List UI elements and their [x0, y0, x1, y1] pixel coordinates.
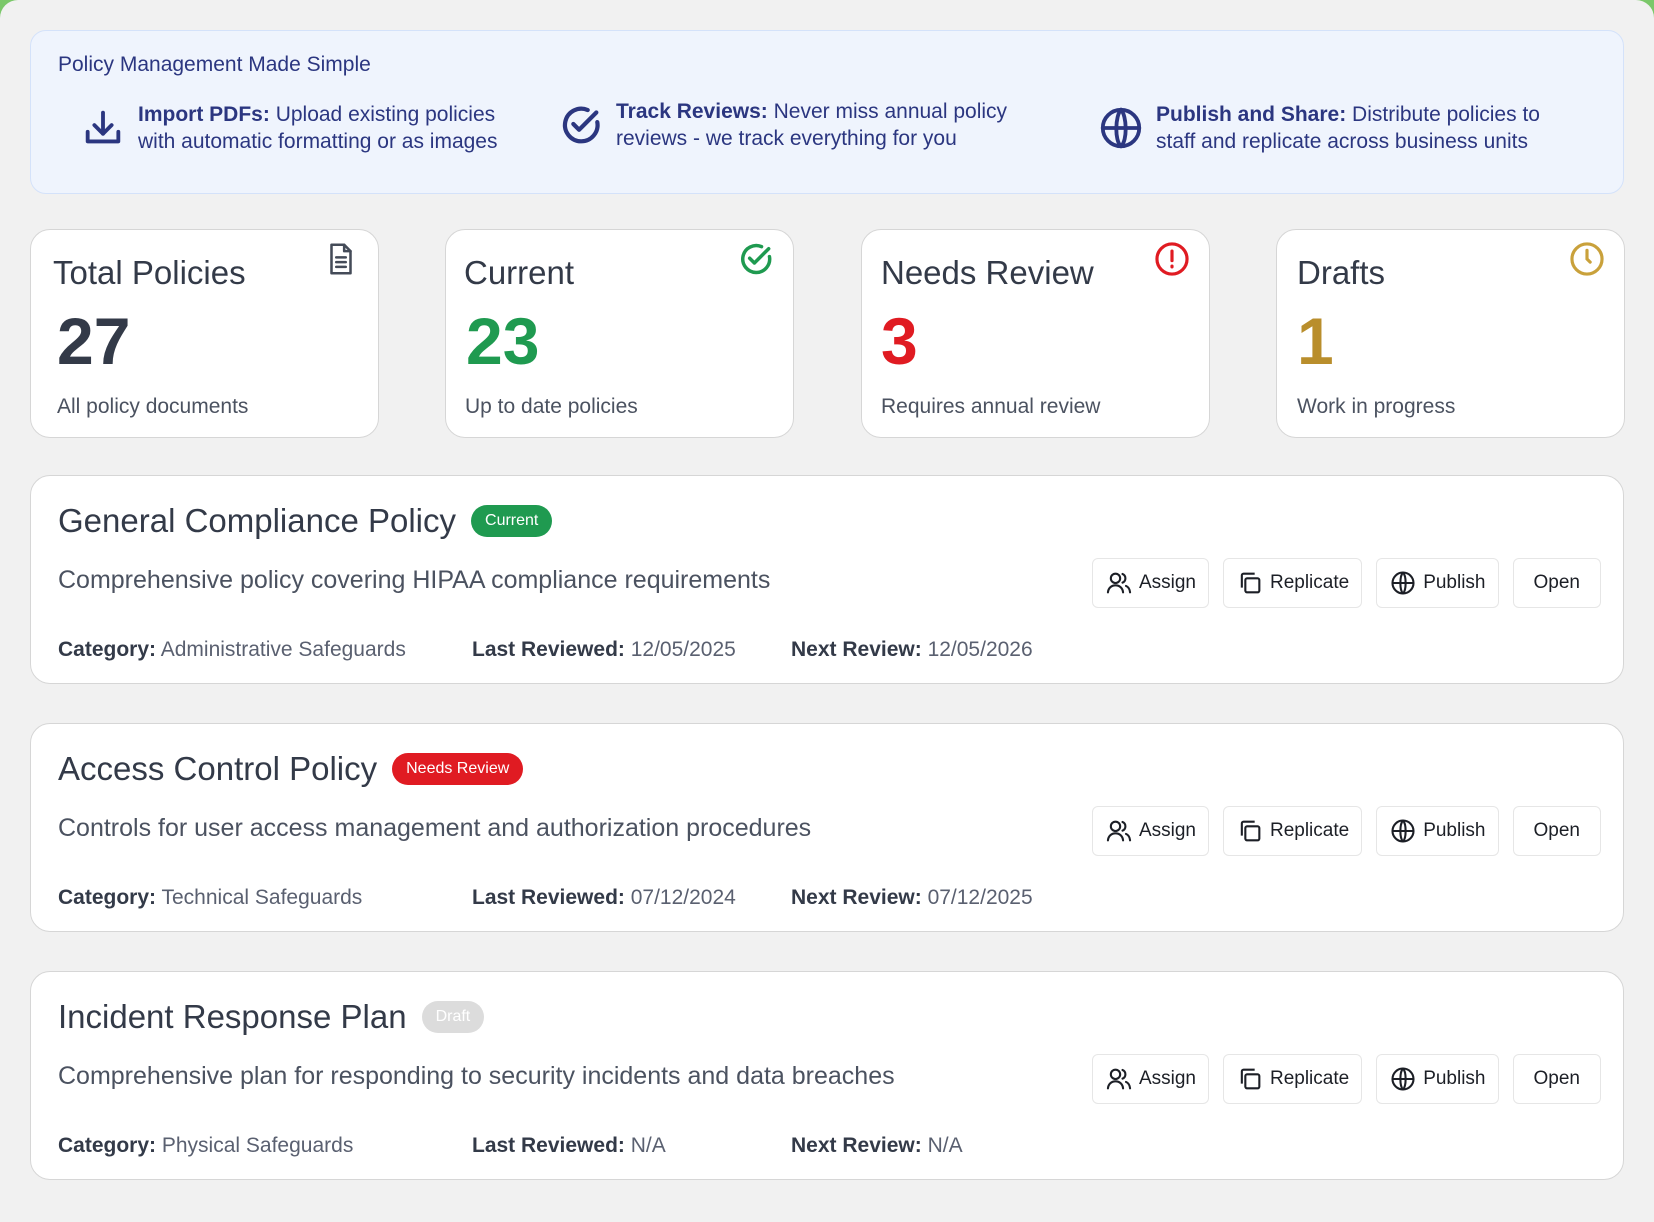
status-badge: Current: [471, 505, 553, 537]
replicate-button[interactable]: Replicate: [1222, 806, 1363, 856]
policy-card-general-compliance: General Compliance Policy Current Compre…: [30, 475, 1624, 684]
publish-button[interactable]: Publish: [1376, 558, 1499, 608]
stat-card-drafts[interactable]: Drafts 1 Work in progress: [1276, 229, 1625, 438]
assign-button[interactable]: Assign: [1091, 558, 1209, 608]
stat-subtitle: All policy documents: [57, 395, 249, 418]
stat-value: 23: [466, 304, 540, 378]
assign-button[interactable]: Assign: [1091, 806, 1209, 856]
globe-icon: [1391, 571, 1415, 595]
policy-category: Category: Technical Safeguards: [58, 886, 363, 909]
feature-bold: Track Reviews:: [616, 100, 768, 123]
policy-category: Category: Administrative Safeguards: [58, 638, 406, 661]
globe-icon: [1100, 107, 1142, 149]
open-button[interactable]: Open: [1512, 806, 1601, 856]
policy-category: Category: Physical Safeguards: [58, 1134, 354, 1157]
open-button[interactable]: Open: [1512, 558, 1601, 608]
stat-card-current[interactable]: Current 23 Up to date policies: [445, 229, 794, 438]
replicate-button[interactable]: Replicate: [1222, 1054, 1363, 1104]
globe-icon: [1391, 1067, 1415, 1091]
status-badge: Needs Review: [392, 753, 524, 785]
policy-title[interactable]: Access Control Policy: [58, 750, 378, 787]
check-circle-icon: [741, 243, 772, 275]
policy-title[interactable]: Incident Response Plan: [58, 998, 407, 1035]
assign-button[interactable]: Assign: [1091, 1054, 1209, 1104]
document-icon: [330, 243, 352, 275]
publish-button[interactable]: Publish: [1376, 1054, 1499, 1104]
policy-next-review: Next Review: 12/05/2026: [791, 638, 1033, 661]
copy-icon: [1240, 820, 1261, 842]
info-banner: Policy Management Made Simple Import PDF…: [30, 30, 1624, 194]
feature-track-reviews: Track Reviews: Never miss annual policy …: [558, 98, 1007, 152]
stat-card-total-policies[interactable]: Total Policies 27 All policy documents: [30, 229, 379, 438]
stat-subtitle: Requires annual review: [881, 395, 1101, 418]
alert-circle-icon: [1155, 242, 1189, 276]
banner-title: Policy Management Made Simple: [58, 53, 371, 76]
policy-card-incident-response: Incident Response Plan Draft Comprehensi…: [30, 971, 1624, 1180]
policy-description: Controls for user access management and …: [58, 814, 812, 842]
policy-description: Comprehensive policy covering HIPAA comp…: [58, 566, 771, 594]
stat-label: Needs Review: [881, 254, 1094, 291]
feature-bold: Publish and Share:: [1156, 103, 1347, 126]
replicate-button[interactable]: Replicate: [1222, 558, 1363, 608]
stat-value: 27: [57, 304, 131, 378]
copy-icon: [1240, 1068, 1261, 1090]
stat-label: Current: [464, 254, 575, 291]
open-button[interactable]: Open: [1512, 1054, 1601, 1104]
policy-card-access-control: Access Control Policy Needs Review Contr…: [30, 723, 1624, 932]
users-icon: [1106, 572, 1132, 594]
publish-button[interactable]: Publish: [1376, 806, 1499, 856]
copy-icon: [1240, 572, 1261, 594]
stat-subtitle: Work in progress: [1297, 395, 1456, 418]
stat-subtitle: Up to date policies: [465, 395, 638, 418]
policy-last-reviewed: Last Reviewed: 07/12/2024: [472, 886, 736, 909]
globe-icon: [1391, 819, 1415, 843]
stat-card-needs-review[interactable]: Needs Review 3 Requires annual review: [861, 229, 1210, 438]
policy-actions: Assign Replicate Publish Open: [1078, 558, 1601, 608]
feature-bold: Import PDFs:: [138, 103, 270, 126]
status-badge: Draft: [421, 1001, 485, 1033]
users-icon: [1106, 820, 1132, 842]
download-icon: [85, 110, 121, 144]
users-icon: [1106, 1068, 1132, 1090]
stat-value: 1: [1297, 304, 1334, 378]
policy-next-review: Next Review: 07/12/2025: [791, 886, 1033, 909]
policy-next-review: Next Review: N/A: [791, 1134, 963, 1157]
stat-label: Drafts: [1297, 254, 1386, 291]
stat-value: 3: [881, 304, 918, 378]
feature-publish-share: Publish and Share: Distribute policies t…: [1098, 101, 1540, 155]
policy-title[interactable]: General Compliance Policy: [58, 502, 457, 539]
policy-last-reviewed: Last Reviewed: N/A: [472, 1134, 666, 1157]
check-circle-icon: [562, 106, 600, 144]
feature-import-pdfs: Import PDFs: Upload existing policies wi…: [80, 101, 497, 155]
policy-last-reviewed: Last Reviewed: 12/05/2025: [472, 638, 736, 661]
policy-actions: Assign Replicate Publish Open: [1078, 806, 1601, 856]
policy-actions: Assign Replicate Publish Open: [1078, 1054, 1601, 1104]
policy-description: Comprehensive plan for responding to sec…: [58, 1062, 895, 1090]
clock-icon: [1570, 242, 1604, 276]
stat-label: Total Policies: [53, 254, 246, 291]
